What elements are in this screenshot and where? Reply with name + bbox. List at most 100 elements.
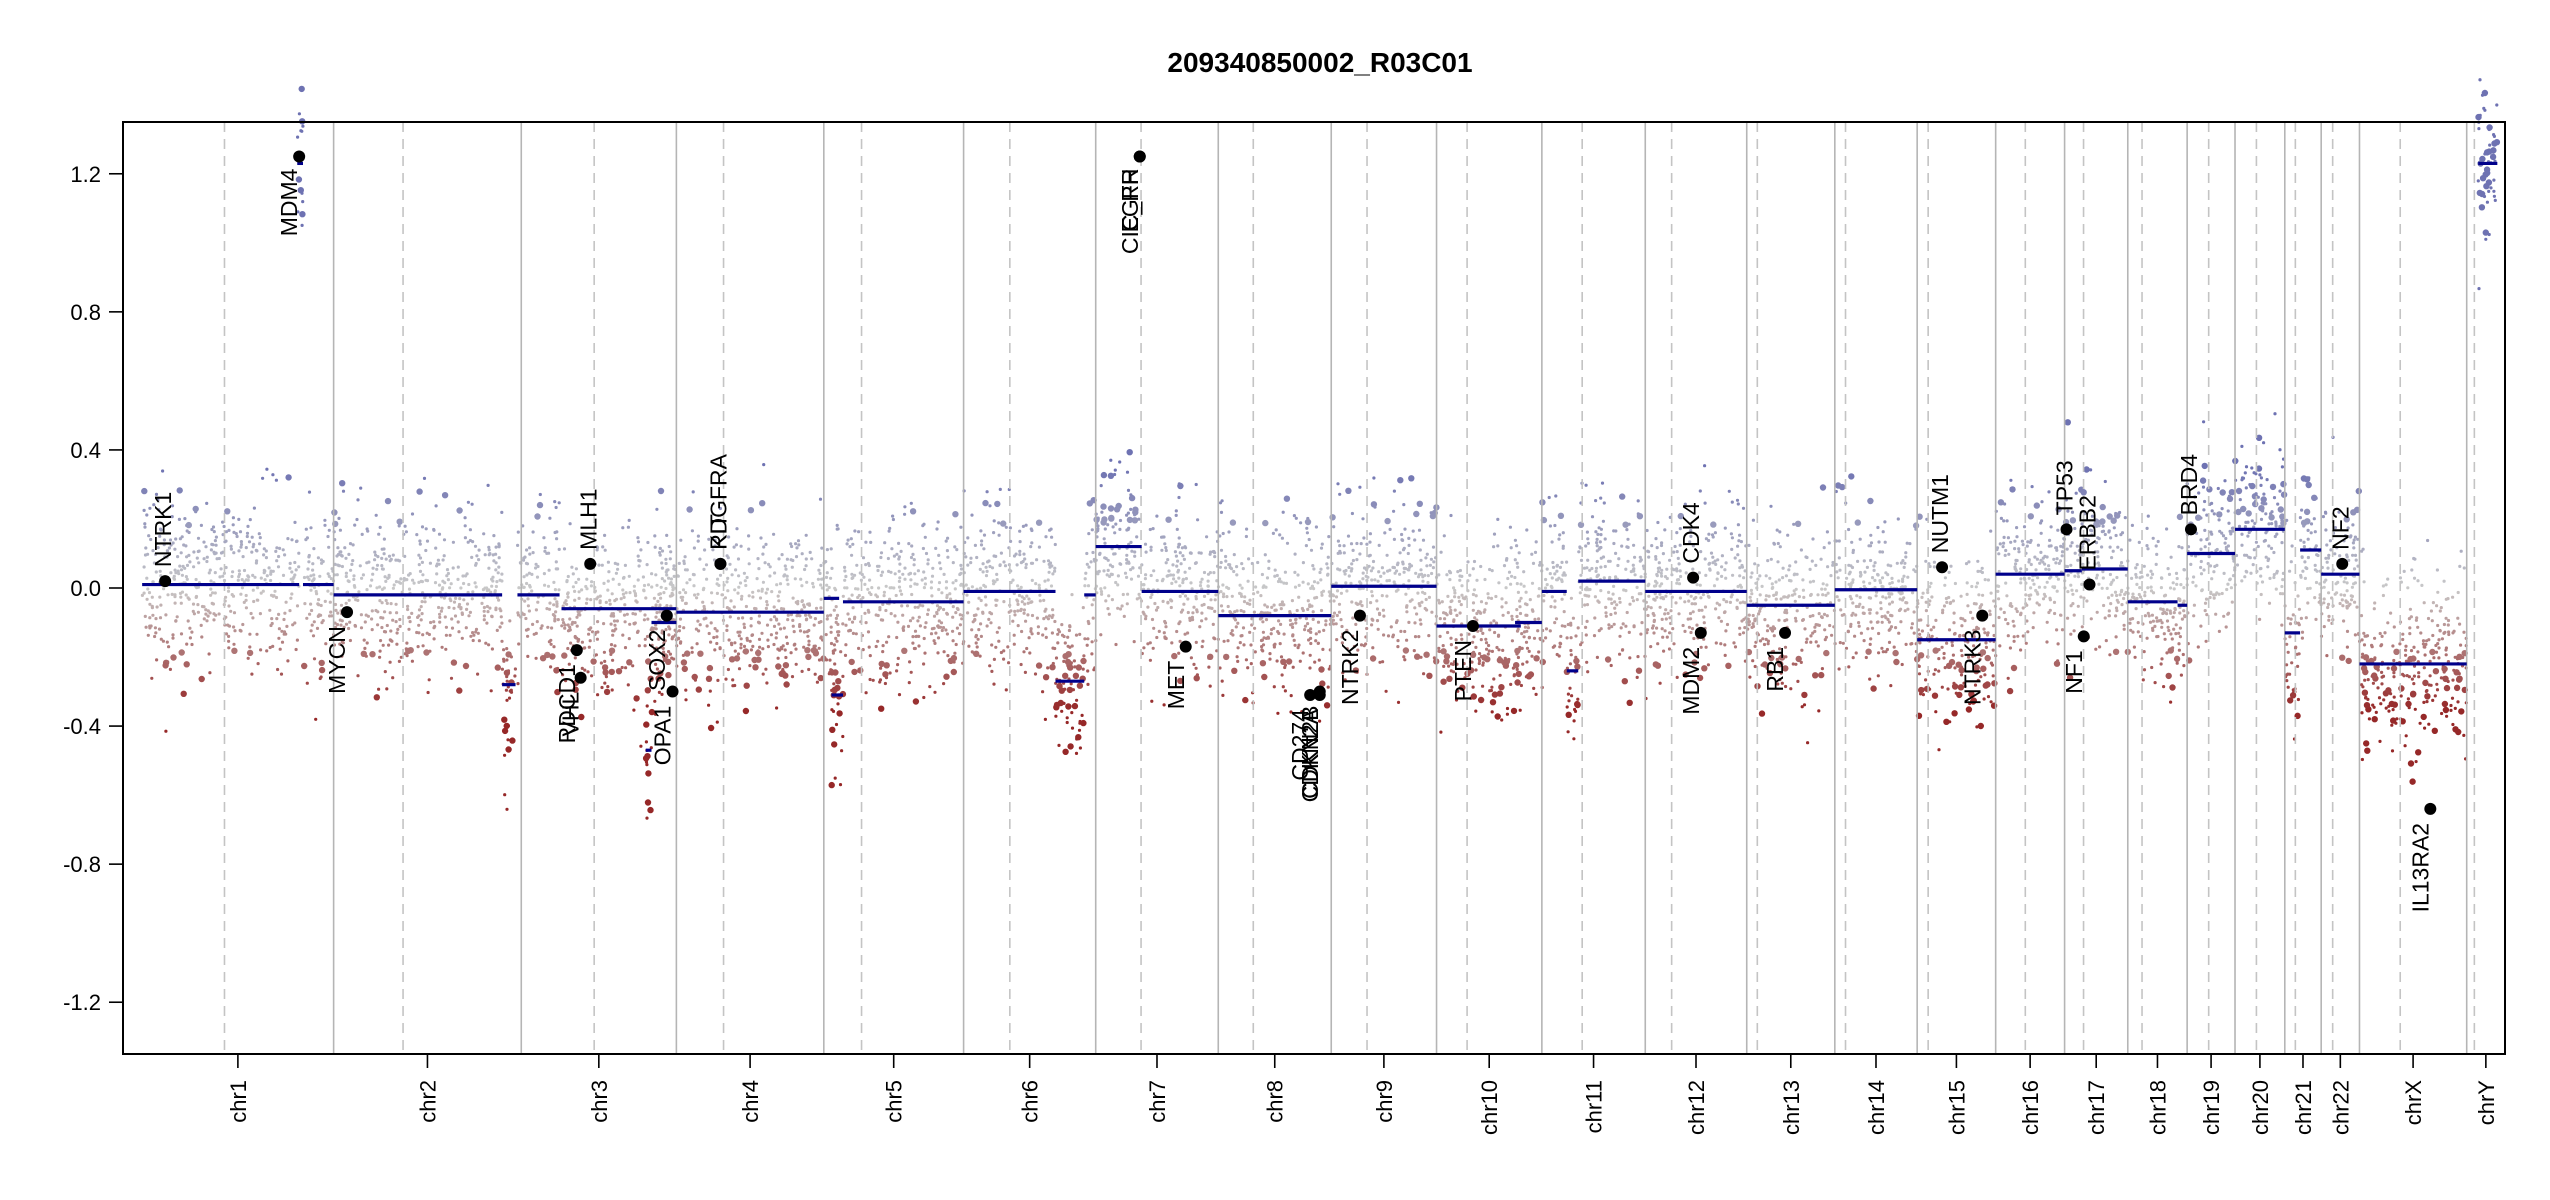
probe-cluster — [936, 520, 940, 524]
probe-cluster — [2172, 627, 2176, 631]
probe-cluster — [945, 549, 949, 553]
probe-cluster — [508, 689, 512, 693]
probe-cluster — [2097, 563, 2123, 568]
probe-cluster — [987, 559, 1051, 564]
probe-cluster — [150, 676, 154, 680]
probe-cluster — [1411, 529, 1415, 533]
probe-cluster — [1335, 589, 1398, 593]
probe-cluster — [885, 640, 889, 644]
probe-cluster — [2312, 517, 2316, 521]
probe-cluster — [653, 534, 657, 538]
probe-cluster — [2071, 592, 2075, 596]
probe-cluster — [2005, 593, 2031, 598]
probe-cluster — [1781, 576, 1785, 580]
probe-cluster — [1881, 530, 1885, 534]
probe-cluster — [2011, 619, 2029, 623]
probe-cluster — [2223, 479, 2227, 483]
probe-cluster — [1368, 540, 1372, 544]
probe-cluster — [1723, 653, 1727, 657]
probe-cluster — [1786, 533, 1790, 537]
probe-cluster — [2326, 566, 2330, 570]
probe-cluster — [1515, 607, 1534, 612]
probe-cluster — [695, 686, 702, 693]
probe-cluster — [1565, 705, 1569, 709]
probe-cluster — [1452, 660, 1474, 664]
probe-cluster — [1169, 598, 1217, 602]
probe-cluster — [1066, 635, 1070, 639]
probe-cluster — [663, 579, 667, 583]
probe-cluster — [527, 571, 531, 575]
gene-point — [584, 557, 597, 570]
probe-cluster — [1479, 627, 1483, 631]
probe-cluster — [1735, 606, 1739, 610]
probe-cluster — [1236, 621, 1310, 626]
probe-cluster — [1778, 654, 1786, 661]
probe-cluster — [974, 641, 978, 645]
probe-cluster — [2303, 476, 2311, 483]
probe-cluster — [159, 573, 286, 578]
probe-cluster — [312, 585, 317, 590]
y-tick-label: -0.8 — [63, 852, 101, 877]
probe-cluster — [2002, 541, 2006, 545]
probe-cluster — [2076, 558, 2080, 562]
probe-cluster — [553, 667, 560, 674]
probe-cluster — [2177, 545, 2181, 549]
probe-cluster — [1736, 523, 1740, 527]
probe-cluster — [1200, 577, 1204, 581]
probe-cluster — [1656, 570, 1661, 574]
probe-cluster — [1592, 634, 1597, 638]
probe-cluster — [183, 517, 187, 521]
probe-cluster — [1878, 550, 1885, 554]
probe-cluster — [707, 707, 750, 732]
probe-cluster — [2165, 672, 2172, 680]
probe-cluster — [2353, 632, 2361, 637]
probe-cluster — [1067, 628, 1071, 633]
probe-cluster — [682, 559, 686, 563]
probe-cluster — [1675, 581, 1679, 585]
probe-cluster — [2296, 664, 2300, 668]
probe-cluster — [553, 597, 557, 601]
probe-cluster — [2099, 518, 2106, 525]
probe-cluster — [1177, 482, 1181, 486]
probe-cluster — [680, 598, 684, 602]
probe-cluster — [2240, 507, 2244, 511]
probe-cluster — [1458, 578, 1462, 582]
probe-cluster — [1431, 545, 1436, 549]
probe-cluster — [1194, 597, 1198, 601]
probe-cluster — [897, 541, 911, 546]
probe-cluster — [212, 530, 243, 534]
probe-cluster — [333, 561, 478, 567]
probe-cluster — [378, 598, 453, 603]
probe-cluster — [1516, 590, 1528, 594]
probe-cluster — [1691, 610, 1695, 614]
probe-cluster — [994, 645, 998, 649]
probe-cluster — [2008, 646, 2012, 650]
probe-cluster — [1118, 518, 1123, 523]
probe-cluster — [349, 568, 498, 572]
probe-cluster — [2102, 603, 2106, 608]
probe-cluster — [286, 659, 290, 663]
probe-cluster — [2430, 619, 2434, 623]
probe-cluster — [1729, 532, 1733, 536]
probe-cluster — [1122, 614, 1126, 619]
probe-cluster — [2120, 588, 2124, 592]
probe-cluster — [2064, 419, 2071, 426]
probe-cluster — [353, 624, 437, 629]
probe-cluster — [1509, 682, 1513, 687]
probe-cluster — [2401, 632, 2405, 636]
probe-cluster — [636, 540, 641, 544]
probe-cluster — [1746, 626, 1807, 631]
probe-cluster — [1544, 577, 1548, 582]
probe-cluster — [1195, 609, 1217, 614]
probe-cluster — [1774, 597, 1783, 601]
probe-cluster — [796, 602, 811, 606]
probe-cluster — [1594, 569, 1633, 574]
probe-cluster — [468, 538, 472, 543]
probe-cluster — [735, 527, 739, 531]
probe-cluster — [590, 658, 597, 665]
probe-cluster — [817, 658, 822, 662]
probe-cluster — [1113, 531, 1117, 535]
probe-cluster — [412, 581, 416, 585]
probe-cluster — [1200, 644, 1204, 649]
probe-cluster — [1794, 560, 1798, 564]
